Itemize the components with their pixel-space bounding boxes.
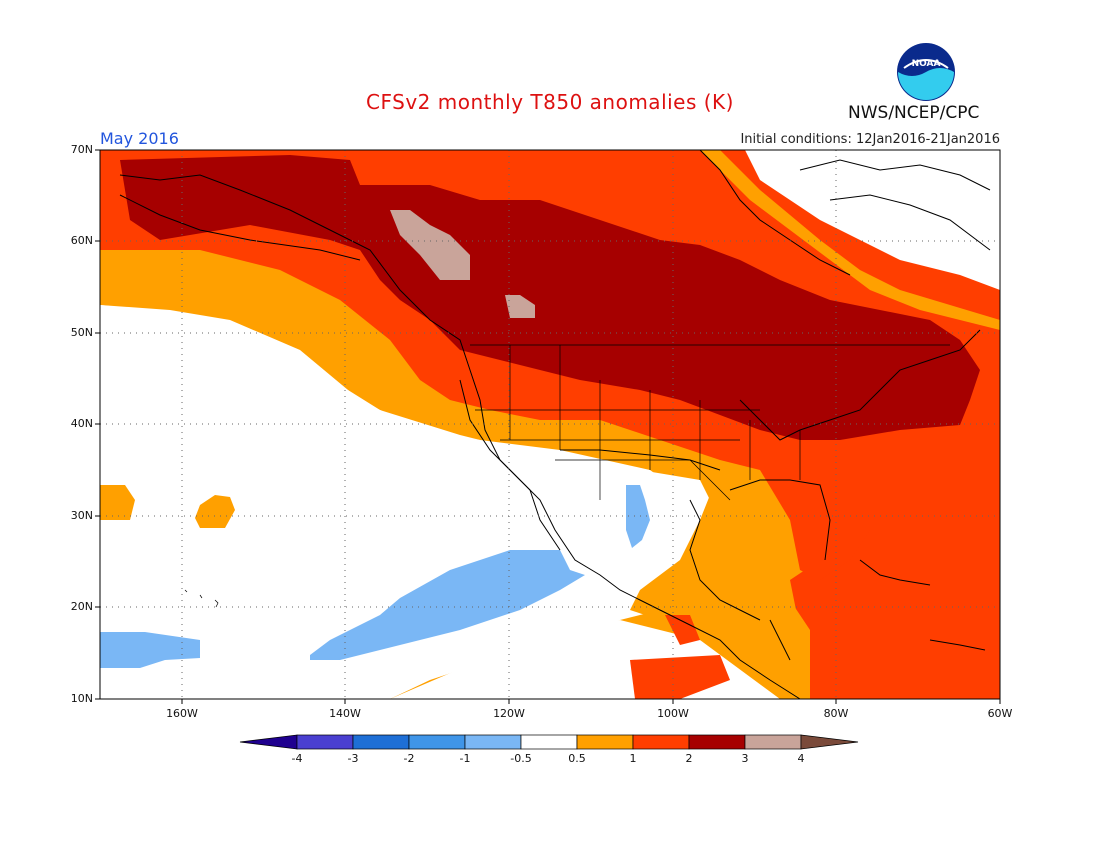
lon-label: 80W — [823, 707, 849, 720]
colorbar-bin — [296, 734, 354, 750]
colorbar-bin — [464, 734, 522, 750]
colorbar-bin — [688, 734, 746, 750]
colorbar-label: 0.5 — [568, 752, 586, 765]
lat-label: 30N — [70, 509, 93, 522]
colorbar-label: 3 — [741, 752, 749, 765]
lon-label: 60W — [987, 707, 1013, 720]
lon-label: 140W — [329, 707, 361, 720]
noaa-logo-text: NOAA — [912, 59, 941, 69]
colorbar-label: 2 — [685, 752, 693, 765]
colorbar-bin — [744, 734, 802, 750]
colorbar-bin — [576, 734, 634, 750]
lat-label: 60N — [70, 234, 93, 247]
forecast-month: May 2016 — [100, 129, 179, 148]
lat-label: 50N — [70, 326, 93, 339]
colorbar-label: 1 — [629, 752, 637, 765]
colorbar-bin — [408, 734, 466, 750]
colorbar-bin — [352, 734, 410, 750]
lat-label: 20N — [70, 600, 93, 613]
initial-conditions: Initial conditions: 12Jan2016-21Jan2016 — [740, 132, 1000, 147]
lon-label: 160W — [166, 707, 198, 720]
colorbar-bin — [632, 734, 690, 750]
colorbar-label: -2 — [403, 752, 415, 765]
lat-label: 70N — [70, 143, 93, 156]
map-title: CFSv2 monthly T850 anomalies (K) — [366, 90, 734, 114]
colorbar-label: -0.5 — [510, 752, 532, 765]
colorbar-label: -3 — [347, 752, 359, 765]
agency-label: NWS/NCEP/CPC — [848, 103, 980, 123]
map-frame — [95, 149, 1001, 704]
colorbar-label: 4 — [797, 752, 805, 765]
colorbar-arrow-high — [800, 734, 859, 750]
colorbar-arrow-low — [239, 734, 298, 750]
map-gridlines — [100, 150, 1000, 699]
lon-label: 120W — [493, 707, 525, 720]
colorbar-label: -4 — [291, 752, 303, 765]
lat-label: 10N — [70, 692, 93, 705]
lat-label: 40N — [70, 417, 93, 430]
colorbar-bin — [520, 734, 578, 750]
colorbar — [239, 734, 859, 750]
noaa-logo: NOAA — [897, 43, 955, 101]
colorbar-label: -1 — [459, 752, 471, 765]
lon-label: 100W — [657, 707, 689, 720]
